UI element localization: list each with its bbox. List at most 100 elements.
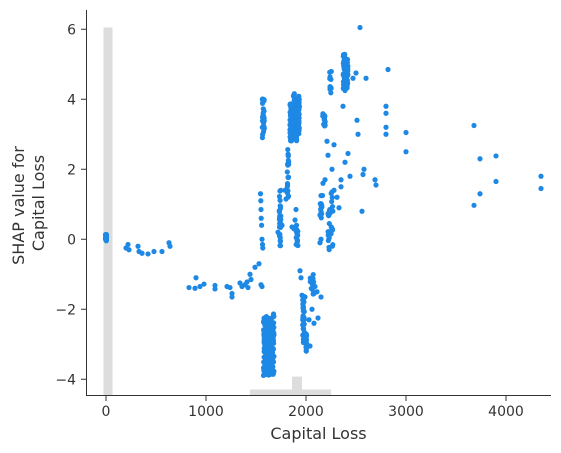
- scatter-point: [314, 289, 320, 295]
- scatter-point: [385, 66, 391, 73]
- scatter-point: [328, 85, 334, 91]
- scatter-point: [341, 52, 347, 58]
- scatter-point: [493, 178, 499, 185]
- scatter-point: [259, 135, 266, 141]
- scatter-point: [285, 151, 291, 157]
- scatter-point: [318, 294, 324, 300]
- x-tick-label: 4000: [488, 404, 524, 420]
- scatter-point: [258, 215, 264, 221]
- scatter-point: [260, 245, 266, 251]
- scatter-point: [257, 191, 264, 197]
- scatter-point: [258, 206, 264, 213]
- scatter-point: [477, 191, 483, 197]
- scatter-point: [334, 194, 340, 200]
- scatter-point: [284, 181, 291, 187]
- scatter-point: [284, 169, 290, 175]
- scatter-point: [293, 222, 300, 228]
- scatter-point: [276, 193, 283, 200]
- scatter-point: [326, 247, 332, 253]
- x-tick-label: 1000: [188, 404, 224, 420]
- scatter-point: [261, 125, 267, 131]
- scatter-point: [197, 283, 203, 290]
- scatter-point: [252, 264, 258, 270]
- scatter-point: [277, 197, 283, 203]
- y-tick-label: 4: [67, 92, 76, 108]
- y-tick-label: 2: [67, 162, 76, 178]
- scatter-point: [186, 284, 192, 291]
- scatter-point: [310, 271, 316, 278]
- scatter-point: [159, 248, 165, 255]
- scatter-point: [139, 250, 145, 256]
- histogram-bar: [270, 389, 292, 395]
- scatter-point: [287, 102, 293, 108]
- x-tick-label: 3000: [388, 404, 424, 420]
- histogram-bar: [103, 27, 113, 395]
- scatter-point: [271, 353, 277, 360]
- histogram-bar: [250, 389, 270, 395]
- scatter-point: [403, 149, 409, 155]
- scatter-point: [319, 204, 325, 210]
- y-ticks: −4 −2 0 2 4 6: [55, 22, 86, 388]
- y-axis-label: SHAP value for Capital Loss: [9, 141, 48, 265]
- scatter-point: [297, 268, 303, 274]
- scatter-point: [260, 106, 266, 112]
- scatter-point: [329, 198, 335, 205]
- scatter-point: [259, 96, 265, 102]
- scatter-point: [328, 68, 334, 75]
- scatter-point: [296, 125, 302, 131]
- scatter-point: [167, 243, 173, 249]
- scatter-point: [342, 87, 348, 94]
- scatter-point: [330, 208, 336, 214]
- x-ticks: 0 1000 2000 3000 4000: [102, 396, 524, 420]
- scatter-point: [300, 313, 306, 319]
- scatter-point: [318, 236, 324, 242]
- scatter-point: [264, 329, 270, 336]
- scatter-point: [329, 166, 335, 172]
- scatter-point: [327, 74, 333, 80]
- scatter-point: [338, 177, 344, 183]
- scatter-point: [285, 174, 292, 180]
- y-axis-label-line-1: SHAP value for: [9, 146, 28, 265]
- scatter-point: [328, 231, 334, 237]
- scatter-point: [350, 75, 356, 81]
- scatter-point: [338, 184, 344, 190]
- scatter-point: [283, 196, 289, 202]
- scatter-point: [322, 120, 328, 126]
- scatter-point: [383, 103, 389, 109]
- scatter-point: [296, 100, 302, 106]
- scatter-point: [359, 208, 365, 214]
- scatter-point: [300, 322, 306, 328]
- scatter-point: [538, 173, 544, 179]
- scatter-point: [303, 331, 309, 337]
- scatter-point: [227, 284, 233, 291]
- scatter-point: [279, 222, 285, 228]
- scatter-point: [373, 182, 379, 188]
- scatter-point: [285, 157, 291, 164]
- scatter-point: [309, 306, 315, 312]
- scatter-point: [311, 320, 317, 326]
- scatter-point: [344, 73, 350, 79]
- scatter-point: [270, 364, 276, 370]
- scatter-point: [229, 294, 235, 300]
- scatter-point: [329, 194, 335, 201]
- scatter-point: [538, 185, 544, 192]
- scatter-point: [270, 333, 276, 339]
- scatter-point: [256, 261, 262, 267]
- scatter-point: [125, 241, 131, 248]
- scatter-point: [354, 117, 360, 123]
- scatter-point: [271, 324, 277, 330]
- scatter-point: [307, 343, 313, 349]
- scatter-point: [151, 248, 157, 255]
- scatter-point: [126, 247, 132, 253]
- scatter-point: [372, 177, 378, 183]
- scatter-point: [321, 112, 327, 118]
- scatter-point: [145, 251, 151, 257]
- scatter-point: [259, 236, 265, 242]
- scatter-point: [325, 237, 331, 244]
- scatter-point: [292, 217, 298, 223]
- scatter-point: [103, 235, 109, 241]
- scatter-point: [293, 241, 299, 248]
- scatter-point: [285, 146, 291, 153]
- histogram-layer: [103, 27, 331, 395]
